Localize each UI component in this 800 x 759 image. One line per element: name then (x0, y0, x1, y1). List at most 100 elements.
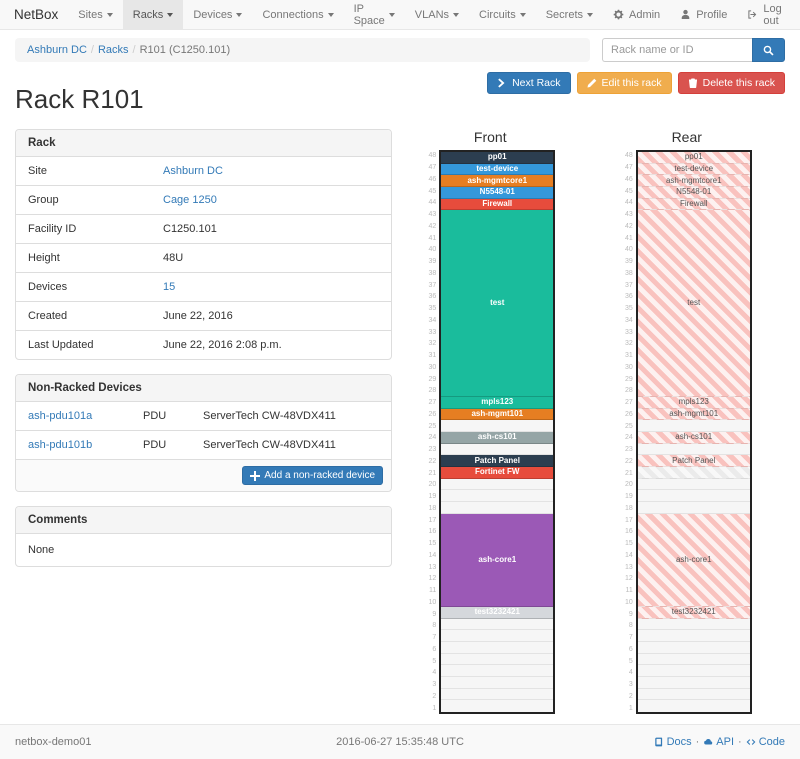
device-patch-panel[interactable]: Patch Panel (637, 455, 750, 467)
device-ash-core1[interactable]: ash-core1 (637, 513, 750, 607)
device-ash-mgmtcore1[interactable]: ash-mgmtcore1 (637, 175, 750, 188)
rack-search-input[interactable] (602, 38, 752, 62)
unit-number: 47 (624, 164, 633, 172)
footer-link-api[interactable]: API (703, 736, 734, 748)
attr-value-link[interactable]: Ashburn DC (163, 165, 223, 177)
unit-number: 48 (428, 152, 437, 160)
device-firewall[interactable]: Firewall (441, 198, 554, 211)
nav-item-sites[interactable]: Sites (68, 0, 122, 29)
next-rack-button[interactable]: Next Rack (487, 72, 571, 94)
empty-unit (637, 443, 750, 456)
add-non-racked-device-button[interactable]: Add a non-racked device (242, 466, 383, 485)
unit-number: 7 (432, 634, 437, 642)
empty-unit (637, 700, 750, 713)
nav-item-profile[interactable]: Profile (670, 0, 737, 29)
nav-item-log-out[interactable]: Log out (737, 0, 791, 29)
nav-item-admin[interactable]: Admin (603, 0, 670, 29)
unit-number: 27 (624, 399, 633, 407)
device-pp01[interactable]: pp01 (637, 152, 750, 164)
empty-unit (637, 618, 750, 631)
unit-number: 6 (432, 645, 437, 653)
empty-unit (441, 688, 554, 701)
device-patch-panel[interactable]: Patch Panel (441, 455, 554, 467)
rack-search-form (602, 38, 785, 62)
unit-number: 1 (432, 704, 437, 712)
unit-number: 26 (624, 410, 633, 418)
device-test[interactable]: test (441, 210, 554, 397)
delete-rack-button[interactable]: Delete this rack (677, 72, 785, 94)
device-mpls123[interactable]: mpls123 (637, 396, 750, 409)
empty-unit (441, 478, 554, 491)
unit-number: 47 (428, 164, 437, 172)
unit-number: 24 (624, 434, 633, 442)
device-link[interactable]: ash-pdu101a (28, 410, 93, 422)
breadcrumb-link[interactable]: Ashburn DC (27, 44, 87, 56)
footer: netbox-demo01 2016-06-27 15:35:48 UTC Do… (0, 724, 800, 759)
pencil-icon (587, 78, 597, 88)
device-ash-cs101[interactable]: ash-cs101 (637, 431, 750, 444)
caret-down-icon (453, 12, 460, 17)
device-test3232421[interactable]: test3232421 (637, 607, 750, 619)
unit-number: 21 (428, 469, 437, 477)
device-n5548-01[interactable]: N5548-01 (441, 187, 554, 199)
nav-item-circuits[interactable]: Circuits (469, 0, 536, 29)
device-n5548-01[interactable]: N5548-01 (637, 187, 750, 199)
caret-down-icon (327, 12, 334, 17)
attr-value[interactable]: Cage 1250 (151, 185, 391, 215)
attr-value[interactable]: 15 (151, 272, 391, 302)
unit-number: 4 (432, 669, 437, 677)
search-button[interactable] (752, 38, 785, 62)
empty-unit (637, 630, 750, 643)
unit-number: 22 (624, 457, 633, 465)
empty-unit (441, 502, 554, 514)
nav-item-connections[interactable]: Connections (252, 0, 343, 29)
non-racked-panel: Non-Racked Devices ash-pdu101a PDU ServerT… (15, 374, 392, 492)
device-fortinet-fw[interactable]: Fortinet FW (441, 467, 554, 479)
navbar: NetBox Sites Racks Devices Connections IP Sp… (0, 0, 800, 30)
device-test-device[interactable]: test-device (441, 163, 554, 176)
device-ash-mgmt101[interactable]: ash-mgmt101 (637, 408, 750, 421)
device-role: PDU (131, 430, 191, 459)
brand-netbox[interactable]: NetBox (14, 7, 59, 22)
device-ash-mgmt101[interactable]: ash-mgmt101 (441, 408, 554, 421)
edit-rack-button[interactable]: Edit this rack (576, 72, 672, 94)
device-mpls123[interactable]: mpls123 (441, 396, 554, 409)
unit-number: 11 (428, 587, 437, 595)
nav-item-vlans[interactable]: VLANs (405, 0, 469, 29)
device-pp01[interactable]: pp01 (441, 152, 554, 164)
front-unit-numbers: 48 47 46 45 44 43 42 41 40 39 38 37 36 35 34 33 32 31 30 29… (425, 150, 439, 714)
nav-item-racks[interactable]: Racks (122, 0, 184, 29)
footer-link-docs[interactable]: Docs (654, 736, 692, 748)
rear-elevation: Rear 48 47 46 45 44 43 42 41 40 39 38 37 36 35 34 33 32 3… (622, 129, 752, 714)
nav-item-secrets[interactable]: Secrets (536, 0, 603, 29)
device-ash-cs101[interactable]: ash-cs101 (441, 431, 554, 444)
breadcrumb-link[interactable]: Racks (97, 44, 129, 56)
nav-item-ip-space[interactable]: IP Space (344, 0, 405, 29)
unit-number: 24 (428, 434, 437, 442)
device-link[interactable]: ash-pdu101b (28, 439, 93, 451)
empty-unit (441, 665, 554, 678)
nav-item-devices[interactable]: Devices (183, 0, 252, 29)
unit-number: 33 (624, 328, 633, 336)
unit-number: 13 (624, 563, 633, 571)
front-elevation: Front 48 47 46 45 44 43 42 41 40 39 38 37 36 35 34 33 32… (425, 129, 556, 714)
unit-number: 40 (624, 246, 633, 254)
device-ash-core1[interactable]: ash-core1 (441, 513, 554, 607)
device-ash-mgmtcore1[interactable]: ash-mgmtcore1 (441, 175, 554, 188)
rear-unit-numbers: 48 47 46 45 44 43 42 41 40 39 38 37 36 35 34 33 32 31 30 29… (622, 150, 636, 714)
unit-number: 29 (428, 375, 437, 383)
attr-value: 48U (151, 243, 391, 273)
footer-link-code[interactable]: Code (746, 736, 785, 748)
unit-number: 43 (624, 211, 633, 219)
empty-unit (637, 478, 750, 491)
attr-value-link[interactable]: 15 (163, 281, 176, 293)
device-test-device[interactable]: test-device (637, 163, 750, 176)
unit-number: 32 (624, 340, 633, 348)
attr-value[interactable]: Ashburn DC (151, 157, 391, 186)
device-firewall[interactable]: Firewall (637, 198, 750, 211)
unit-number: 4 (628, 669, 633, 677)
unit-number: 26 (428, 410, 437, 418)
device-test[interactable]: test (637, 210, 750, 397)
attr-value-link[interactable]: Cage 1250 (163, 194, 217, 206)
device-test3232421[interactable]: test3232421 (441, 607, 554, 619)
